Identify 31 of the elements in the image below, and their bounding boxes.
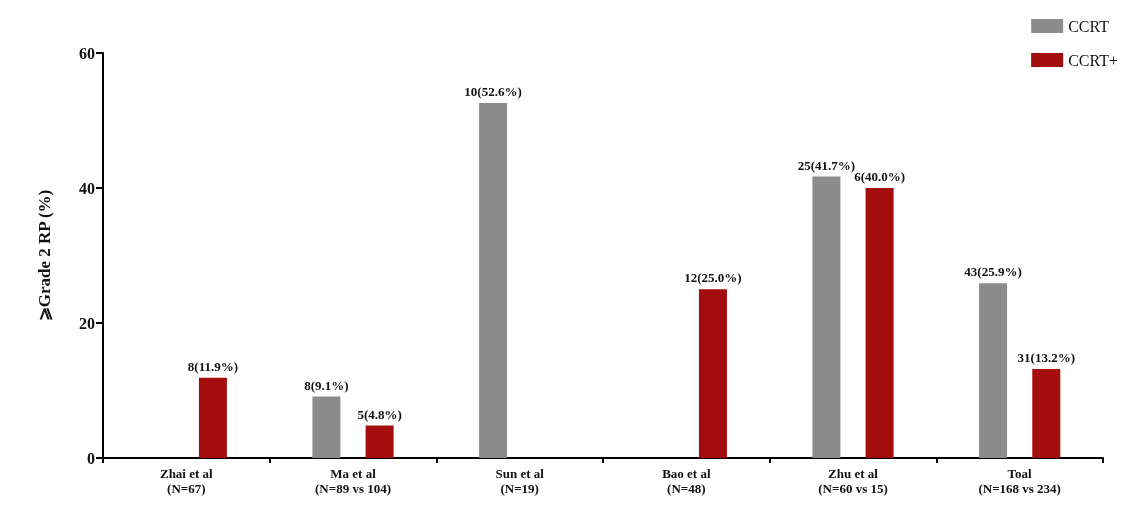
bar (479, 102, 508, 458)
x-tick-label: Zhu et al (N=60 vs 15) (818, 466, 888, 496)
data-label: 6(40.0%) (854, 169, 906, 184)
x-tick-label: Ma et al (N=89 vs 104) (314, 466, 392, 496)
bar (979, 283, 1008, 458)
data-label: 5(4.8%) (357, 406, 402, 422)
bar (198, 377, 227, 458)
bar (865, 188, 894, 458)
data-label: 12(25.0%) (684, 270, 742, 286)
bar (365, 425, 394, 458)
data-label: 31(13.2%) (1017, 349, 1075, 365)
data-label: 8(9.1%) (304, 377, 349, 393)
bar (312, 396, 341, 458)
legend-label: CCRT+ (1068, 51, 1119, 69)
bar (698, 289, 727, 458)
legend-label: CCRT (1068, 17, 1110, 35)
bar (812, 176, 841, 458)
y-tick-label: 0 (87, 449, 95, 467)
x-tick-label: Bao et al (N=48) (662, 466, 711, 496)
data-label: 10(52.6%) (464, 83, 522, 99)
x-tick-label: Zhai et al (N=67) (159, 466, 214, 496)
y-axis-title: ⩾Grade 2 RP (%) (35, 189, 54, 322)
data-label: 8(11.9%) (187, 358, 239, 374)
bar (1032, 368, 1061, 458)
data-label: 25(41.7%) (797, 157, 856, 173)
y-tick-label: 40 (79, 179, 95, 197)
x-tick-label: Sun et al (N=19) (495, 466, 545, 496)
x-tick-label: Toal (N=168 vs 234) (978, 466, 1061, 496)
y-tick-label: 60 (79, 44, 95, 62)
y-tick-label: 20 (79, 314, 95, 332)
data-label: 43(25.9%) (964, 264, 1022, 280)
